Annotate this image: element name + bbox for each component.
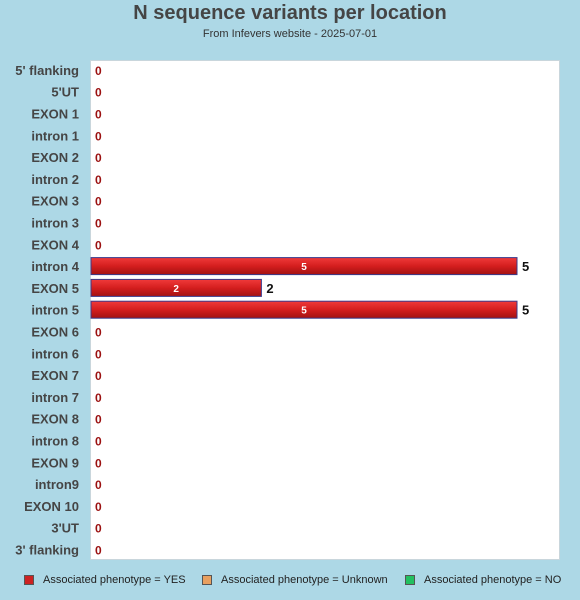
category-label: 5' flanking — [15, 63, 79, 78]
zero-value-label: 0 — [95, 173, 102, 187]
category-label: intron9 — [35, 477, 79, 492]
legend-item-no: Associated phenotype = NO — [405, 574, 561, 586]
zero-value-label: 0 — [95, 456, 102, 470]
zero-value-label: 0 — [95, 413, 102, 427]
category-label: EXON 4 — [31, 237, 79, 252]
bar-total-label: 5 — [522, 259, 529, 274]
category-label: intron 4 — [31, 259, 79, 274]
category-label: intron 3 — [31, 216, 79, 231]
zero-value-label: 0 — [95, 195, 102, 209]
zero-value-label: 0 — [95, 544, 102, 558]
zero-value-label: 0 — [95, 500, 102, 514]
category-label: EXON 5 — [31, 281, 79, 296]
category-label: intron 1 — [31, 128, 79, 143]
bar-segment — [90, 257, 518, 276]
chart-subtitle: From Infevers website - 2025-07-01 — [202, 28, 378, 40]
category-label: intron 8 — [31, 434, 79, 449]
bar-inner-label: 5 — [301, 306, 307, 317]
legend-item-yes: Associated phenotype = YES — [24, 574, 186, 586]
zero-value-label: 0 — [95, 435, 102, 449]
legend-swatch-no — [405, 575, 415, 585]
legend-label-yes: Associated phenotype = YES — [43, 574, 186, 586]
zero-value-label: 0 — [95, 217, 102, 231]
bar-segment — [90, 300, 518, 319]
category-label: 3' flanking — [15, 543, 79, 558]
zero-value-label: 0 — [95, 391, 102, 405]
legend-item-unknown: Associated phenotype = Unknown — [202, 574, 388, 586]
zero-value-label: 0 — [95, 326, 102, 340]
chart-title: N sequence variants per location — [133, 2, 447, 24]
category-label: 5'UT — [51, 85, 79, 100]
category-label: EXON 6 — [31, 325, 79, 340]
zero-value-label: 0 — [95, 369, 102, 383]
zero-value-label: 0 — [95, 522, 102, 536]
category-label: intron 6 — [31, 346, 79, 361]
zero-value-label: 0 — [95, 108, 102, 122]
legend-swatch-unknown — [202, 575, 212, 585]
category-label: EXON 10 — [24, 499, 79, 514]
category-label: EXON 2 — [31, 150, 79, 165]
category-label: EXON 7 — [31, 368, 79, 383]
bar-inner-label: 5 — [301, 262, 307, 273]
category-label: EXON 1 — [31, 107, 79, 122]
category-label: EXON 8 — [31, 412, 79, 427]
zero-value-label: 0 — [95, 86, 102, 100]
zero-value-label: 0 — [95, 64, 102, 78]
legend: Associated phenotype = YES Associated ph… — [0, 574, 580, 590]
legend-label-unknown: Associated phenotype = Unknown — [221, 574, 388, 586]
category-label: EXON 3 — [31, 194, 79, 209]
zero-value-label: 0 — [95, 129, 102, 143]
bar-segment — [90, 278, 262, 297]
bar-total-label: 2 — [266, 281, 273, 296]
legend-label-no: Associated phenotype = NO — [424, 574, 562, 586]
bar-inner-label: 2 — [173, 284, 179, 295]
zero-value-label: 0 — [95, 238, 102, 252]
category-label: intron 2 — [31, 172, 79, 187]
category-label: intron 7 — [31, 390, 79, 405]
category-label: EXON 9 — [31, 455, 79, 470]
legend-swatch-yes — [24, 575, 34, 585]
bar-total-label: 5 — [522, 303, 529, 318]
bar-chart: 5' flanking 5'UT EXON 1 intron 1 EXON 2 intro… — [15, 63, 529, 558]
zero-value-label: 0 — [95, 151, 102, 165]
category-label: intron 5 — [31, 303, 79, 318]
zero-value-label: 0 — [95, 478, 102, 492]
category-label: 3'UT — [51, 521, 79, 536]
zero-value-label: 0 — [95, 347, 102, 361]
